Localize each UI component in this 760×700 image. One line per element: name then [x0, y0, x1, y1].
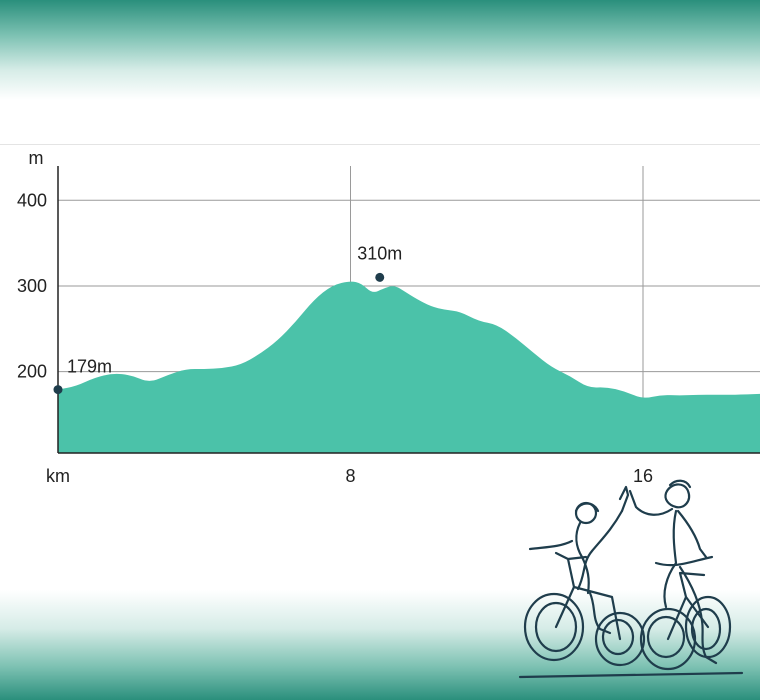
- y-axis-label: m: [29, 148, 44, 168]
- top-gradient-band: [0, 0, 760, 100]
- y-tick-label: 400: [17, 190, 47, 210]
- annotations: 179m 310m: [53, 243, 402, 395]
- two-cyclists-high-five-line-art-icon: [518, 479, 744, 679]
- tick-labels: 200 300 400 km 8 16 m: [17, 148, 653, 486]
- bottom-gradient-band: [0, 590, 760, 700]
- annotation-label: 310m: [357, 243, 402, 263]
- chart-top-divider: [0, 144, 760, 145]
- annotation-label: 179m: [67, 357, 112, 377]
- x-tick-label: 8: [345, 466, 355, 486]
- annotation-marker: [375, 272, 385, 282]
- elevation-area: [58, 281, 760, 453]
- axes: [57, 166, 760, 454]
- y-tick-label: 200: [17, 362, 47, 382]
- y-tick-label: 300: [17, 276, 47, 296]
- annotation-marker: [53, 385, 63, 395]
- x-tick-label: km: [46, 466, 70, 486]
- x-tick-label: 16: [633, 466, 653, 486]
